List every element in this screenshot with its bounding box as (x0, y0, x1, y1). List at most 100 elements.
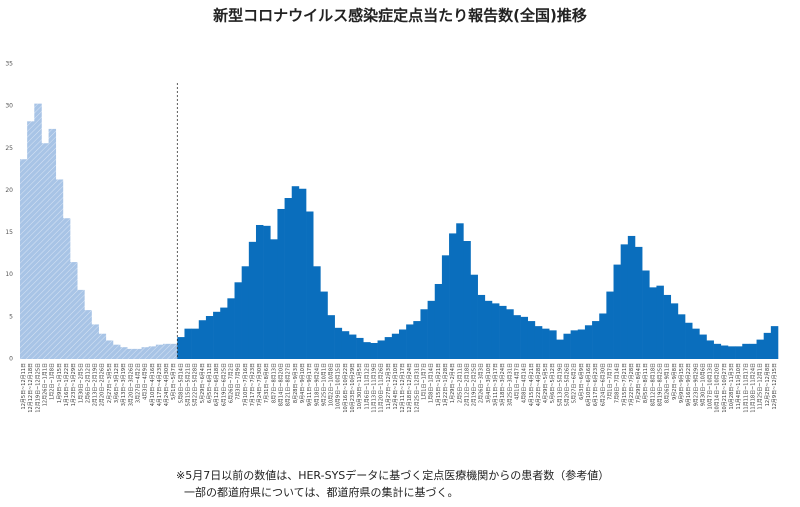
chart-title: 新型コロナウイルス感染症定点当たり報告数(全国)推移 (213, 7, 587, 25)
bar (313, 266, 321, 359)
bar (41, 143, 49, 359)
x-tick-label: 12月26日~1月1日 (43, 363, 49, 406)
x-tick-label: 8月26日~9月1日 (665, 363, 671, 403)
x-tick-label: 8月21日~8月27日 (286, 363, 292, 406)
x-tick-label: 7月31日~8月6日 (264, 363, 270, 403)
x-tick-label: 5月22日~5月28日 (193, 363, 199, 406)
x-tick-label: 9月16日~9月22日 (686, 363, 692, 406)
bar (542, 328, 550, 359)
x-tick-label: 1月8日~1月14日 (429, 363, 435, 403)
bar (327, 315, 335, 359)
bar (248, 241, 257, 359)
x-tick-label: 8月14日~8月20日 (279, 363, 285, 406)
bar (770, 326, 779, 359)
bar (484, 300, 493, 359)
x-tick-label: 6月5日~6月11日 (207, 363, 213, 403)
y-tick-label: 30 (5, 103, 13, 110)
y-tick-label: 35 (5, 61, 13, 68)
footnote: ※5月7日以前の数値は、HER-SYSデータに基づく定点医療機関からの患者数（参… (176, 468, 609, 482)
bar (627, 235, 636, 359)
x-tick-label: 10月7日~10月13日 (708, 363, 714, 409)
x-tick-label: 7月22日~7月28日 (629, 363, 635, 406)
x-tick-label: 9月2日~9月8日 (672, 363, 678, 400)
bar (499, 305, 507, 359)
bar (577, 329, 586, 359)
bar (584, 325, 593, 359)
bar (234, 282, 242, 359)
x-tick-label: 5月13日~5月19日 (557, 363, 563, 406)
bar (513, 315, 521, 359)
x-tick-label: 5月29日~6月4日 (200, 363, 206, 403)
x-tick-label: 9月30日~10月6日 (700, 363, 706, 406)
x-tick-label: 8月12日~8月18日 (650, 363, 656, 406)
x-tick-label: 4月29日~5月5日 (543, 363, 549, 403)
x-tick-label: 11月25日~12月1日 (758, 363, 764, 409)
bar (306, 211, 314, 359)
bar (599, 313, 607, 359)
bar (620, 244, 629, 359)
x-tick-label: 5月27日~6月2日 (572, 363, 578, 403)
x-tick-label: 1月22日~1月28日 (443, 363, 449, 406)
bar (220, 307, 228, 359)
x-tick-label: 9月18日~9月24日 (314, 363, 320, 406)
x-tick-label: 3月6日~3月12日 (114, 363, 120, 403)
bar (141, 347, 150, 359)
x-tick-label: 7月15日~7月21日 (622, 363, 628, 406)
x-tick-label: 11月6日~11月12日 (364, 363, 370, 409)
x-tick-label: 7月24日~7月30日 (257, 363, 263, 406)
x-tick-label: 9月4日~9月10日 (300, 363, 306, 403)
x-tick-label: 10月21日~10月27日 (722, 363, 728, 413)
bar (356, 337, 364, 359)
x-tick-label: 12月2日~12月8日 (765, 363, 771, 406)
x-tick-label: 3月25日~3月31日 (507, 363, 513, 406)
x-tick-label: 10月23日~10月29日 (350, 363, 356, 413)
bar (556, 339, 564, 359)
x-tick-label: 12月25日~12月31日 (414, 363, 420, 413)
x-tick-label: 3月27日~4月2日 (135, 363, 141, 403)
bar (155, 344, 164, 359)
x-tick-label: 10月30日~11月5日 (357, 363, 363, 409)
bar (441, 255, 450, 359)
bar (470, 274, 478, 359)
bar (656, 285, 664, 359)
bar (70, 262, 78, 359)
bar (27, 121, 35, 359)
x-tick-label: 9月25日~10月1日 (321, 363, 327, 406)
x-tick-label: 6月26日~7月2日 (228, 363, 234, 403)
bar (213, 311, 221, 359)
x-tick-label: 1月29日~2月4日 (450, 363, 456, 403)
bar (241, 266, 250, 359)
bar (549, 330, 557, 359)
x-tick-label: 4月3日~4月9日 (143, 363, 149, 400)
x-tick-label: 7月8日~7月14日 (615, 363, 621, 403)
x-tick-label: 5月8日~5月14日 (178, 363, 184, 403)
x-tick-label: 4月17日~4月23日 (157, 363, 163, 406)
bar (120, 347, 128, 359)
x-tick-label: 9月23日~9月29日 (693, 363, 699, 406)
bar (413, 321, 421, 359)
bar (685, 322, 693, 359)
x-tick-label: 9月11日~9月17日 (307, 363, 313, 406)
bar (756, 339, 764, 359)
x-tick-label: 3月13日~3月19日 (121, 363, 127, 406)
x-tick-label: 7月3日~7月9日 (236, 363, 242, 400)
bar (363, 342, 371, 359)
bar (592, 321, 600, 359)
x-tick-label: 2月27日~3月5日 (107, 363, 113, 403)
x-tick-label: 11月4日~11月10日 (736, 363, 742, 409)
x-tick-label: 1月16日~1月22日 (64, 363, 70, 406)
x-tick-label: 11月11日~11月17日 (743, 363, 749, 413)
bar (477, 294, 486, 359)
bar (184, 328, 192, 359)
bar (742, 343, 750, 359)
bar (227, 298, 235, 359)
bar (427, 300, 436, 359)
x-tick-label: 7月1日~7月7日 (607, 363, 613, 400)
bar (570, 330, 579, 359)
bar (112, 344, 121, 359)
x-tick-label: 10月16日~10月22日 (343, 363, 349, 413)
x-tick-label: 1月1日~1月7日 (422, 363, 428, 400)
y-tick-label: 5 (9, 313, 13, 320)
x-tick-label: 1月15日~1月21日 (436, 363, 442, 406)
bar (406, 324, 414, 359)
